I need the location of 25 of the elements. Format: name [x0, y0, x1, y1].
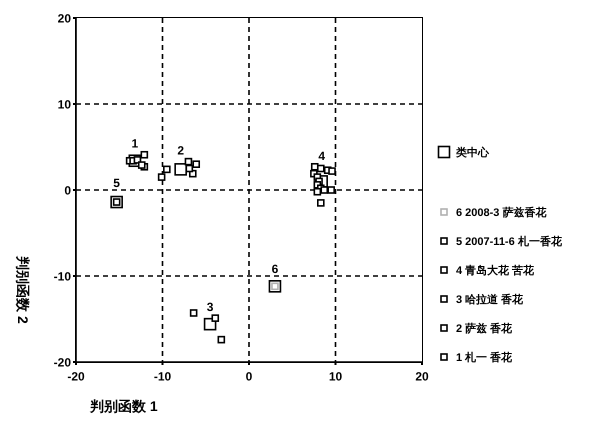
x-axis-title: 判别函数 1 [90, 398, 158, 416]
annotation: 6 [272, 262, 279, 276]
x-tick-label: -20 [67, 370, 85, 384]
x-tick-label: 10 [328, 370, 342, 384]
legend-label: 1 札一 香花 [456, 350, 512, 364]
legend-label: 4 青岛大花 苦花 [456, 264, 534, 278]
x-tick-label: 0 [246, 370, 253, 384]
x-tick-label: -10 [154, 370, 172, 384]
legend-label: 6 2008-3 萨兹香花 [456, 206, 546, 220]
y-tick-label: 20 [58, 11, 72, 26]
y-tick-label: -20 [54, 355, 72, 370]
y-tick-label: -10 [54, 269, 72, 284]
annotation: 2 [177, 144, 184, 158]
legend-label: 2 萨兹 香花 [456, 322, 512, 336]
legend-label: 类中心 [456, 146, 489, 160]
y-tick-label: 0 [64, 183, 72, 198]
x-tick-label: 20 [415, 370, 429, 384]
y-tick-label: 10 [58, 97, 72, 112]
legend-label: 5 2007-11-6 札一香花 [456, 234, 562, 248]
annotation: 5 [113, 176, 120, 190]
legend-label: 3 哈拉道 香花 [456, 292, 524, 306]
annotation: 1 [131, 136, 138, 151]
annotation: 4 [318, 148, 326, 163]
annotation: 3 [206, 300, 214, 314]
y-axis-title: 判别函数 2 [14, 256, 31, 324]
